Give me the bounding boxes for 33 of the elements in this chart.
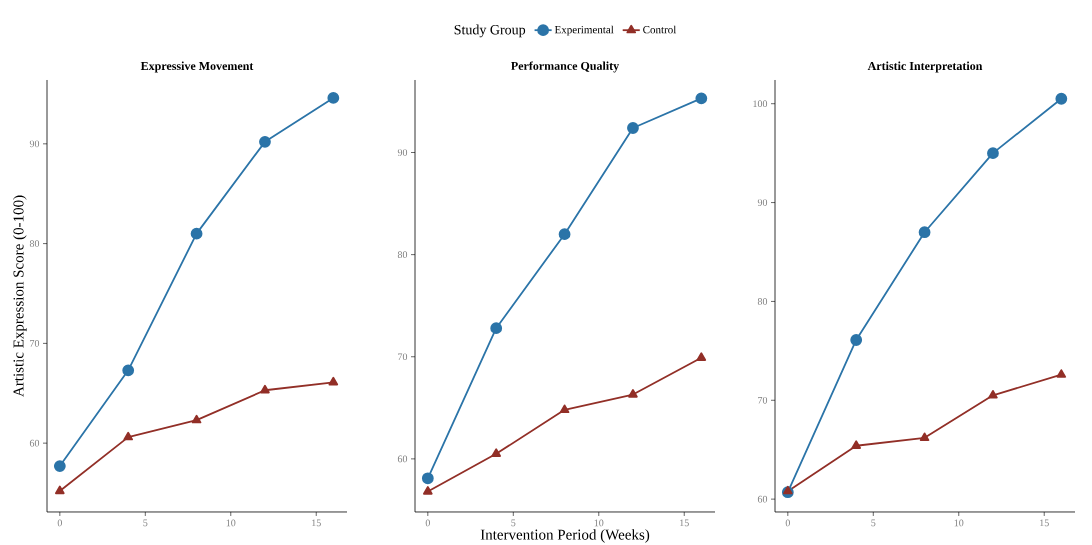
chart-title: Expressive Movement <box>140 61 254 73</box>
x-tick-label: 5 <box>871 519 876 527</box>
y-tick-label: 60 <box>397 455 408 463</box>
chart-title: Artistic Interpretation <box>867 61 983 73</box>
x-tick-label: 15 <box>1040 519 1049 527</box>
x-tick-label: 5 <box>511 519 516 527</box>
x-tick-label: 10 <box>954 519 964 527</box>
x-tick-label: 0 <box>425 519 430 527</box>
y-tick-label: 60 <box>29 439 40 447</box>
y-tick-label: 70 <box>758 396 768 404</box>
x-tick-label: 15 <box>312 519 321 527</box>
chart-title: Performance Quality <box>511 61 620 73</box>
y-axis-title: Artistic Expression Score (0-100) <box>13 195 27 397</box>
x-tick-label: 10 <box>226 519 236 527</box>
x-axis-title: Intervention Period (Weeks) <box>480 529 650 543</box>
y-tick-label: 70 <box>30 340 40 347</box>
y-tick-label: 100 <box>753 100 768 108</box>
y-tick-label: 70 <box>398 353 408 361</box>
x-tick-label: 0 <box>785 519 790 527</box>
x-tick-label: 10 <box>594 519 604 527</box>
legend-label: Control <box>643 25 677 34</box>
legend-label: Experimental <box>554 25 614 36</box>
x-tick-label: 5 <box>143 519 148 527</box>
legend-title: Study Group <box>454 24 526 38</box>
x-tick-label: 15 <box>680 519 689 527</box>
y-tick-label: 60 <box>757 495 768 503</box>
y-tick-label: 80 <box>397 251 408 258</box>
y-tick-label: 80 <box>757 298 768 305</box>
y-tick-label: 90 <box>757 199 768 206</box>
y-tick-label: 80 <box>29 240 40 247</box>
x-tick-label: 0 <box>57 519 62 527</box>
y-tick-label: 90 <box>29 140 40 148</box>
y-tick-label: 90 <box>397 149 408 156</box>
